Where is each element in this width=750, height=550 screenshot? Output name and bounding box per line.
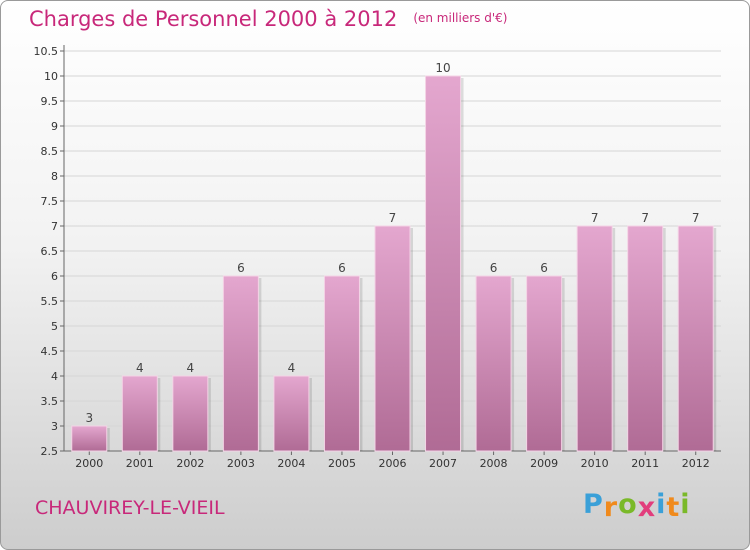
x-tick-label: 2002 bbox=[176, 457, 204, 470]
x-tick-label: 2008 bbox=[480, 457, 508, 470]
data-label: 7 bbox=[591, 211, 599, 225]
bar bbox=[273, 375, 310, 452]
bar bbox=[121, 375, 158, 452]
logo-letter: x bbox=[637, 492, 657, 523]
y-tick-label: 3.5 bbox=[41, 395, 59, 408]
y-tick-label: 10 bbox=[44, 70, 58, 83]
y-tick-label: 5 bbox=[51, 320, 58, 333]
place-name: CHAUVIREY-LE-VIEIL bbox=[35, 497, 225, 519]
data-label: 4 bbox=[288, 361, 296, 375]
bar bbox=[475, 275, 512, 452]
title-row: Charges de Personnel 2000 à 2012 (en mill… bbox=[29, 7, 507, 31]
x-tick-label: 2004 bbox=[277, 457, 305, 470]
x-tick-label: 2007 bbox=[429, 457, 457, 470]
x-tick-label: 2006 bbox=[379, 457, 407, 470]
logo-letter: r bbox=[603, 492, 619, 523]
data-label: 3 bbox=[85, 411, 93, 425]
logo-letter: t bbox=[666, 492, 681, 523]
x-tick-label: 2005 bbox=[328, 457, 356, 470]
bar bbox=[677, 225, 714, 452]
data-label: 7 bbox=[389, 211, 397, 225]
bar bbox=[172, 375, 209, 452]
y-tick-label: 7 bbox=[51, 220, 58, 233]
x-tick-label: 2001 bbox=[126, 457, 154, 470]
logo-letter: P bbox=[583, 489, 604, 520]
data-label: 6 bbox=[540, 261, 548, 275]
y-tick-label: 8.5 bbox=[41, 145, 59, 158]
data-label: 6 bbox=[237, 261, 245, 275]
bar bbox=[526, 275, 563, 452]
data-label: 7 bbox=[641, 211, 649, 225]
x-tick-label: 2011 bbox=[631, 457, 659, 470]
proxiti-logo: Proxiti bbox=[583, 489, 691, 523]
x-tick-label: 2000 bbox=[75, 457, 103, 470]
bar bbox=[222, 275, 259, 452]
data-label: 6 bbox=[338, 261, 346, 275]
y-tick-label: 3 bbox=[51, 420, 58, 433]
y-tick-label: 10.5 bbox=[34, 45, 59, 58]
bar bbox=[374, 225, 411, 452]
x-tick-label: 2003 bbox=[227, 457, 255, 470]
bar bbox=[323, 275, 360, 452]
y-tick-label: 4.5 bbox=[41, 345, 59, 358]
x-tick-label: 2012 bbox=[682, 457, 710, 470]
data-label: 4 bbox=[136, 361, 144, 375]
logo-letter: i bbox=[680, 489, 691, 520]
y-tick-label: 9 bbox=[51, 120, 58, 133]
bar bbox=[425, 75, 462, 452]
data-label: 10 bbox=[435, 61, 450, 75]
y-tick-label: 6.5 bbox=[41, 245, 59, 258]
chart-title: Charges de Personnel 2000 à 2012 bbox=[29, 7, 398, 31]
logo-letter: o bbox=[618, 489, 638, 520]
data-label: 7 bbox=[692, 211, 700, 225]
data-label: 6 bbox=[490, 261, 498, 275]
y-tick-label: 4 bbox=[51, 370, 58, 383]
y-tick-label: 5.5 bbox=[41, 295, 59, 308]
y-tick-label: 7.5 bbox=[41, 195, 59, 208]
x-tick-label: 2009 bbox=[530, 457, 558, 470]
y-tick-label: 9.5 bbox=[41, 95, 59, 108]
bar bbox=[71, 425, 108, 452]
x-tick-label: 2010 bbox=[581, 457, 609, 470]
y-tick-label: 6 bbox=[51, 270, 58, 283]
data-label: 4 bbox=[187, 361, 195, 375]
bar bbox=[627, 225, 664, 452]
chart-subtitle: (en milliers d'€) bbox=[413, 11, 508, 25]
y-tick-label: 8 bbox=[51, 170, 58, 183]
y-tick-label: 2.5 bbox=[41, 445, 59, 458]
bar bbox=[576, 225, 613, 452]
logo-letter: i bbox=[656, 489, 667, 520]
